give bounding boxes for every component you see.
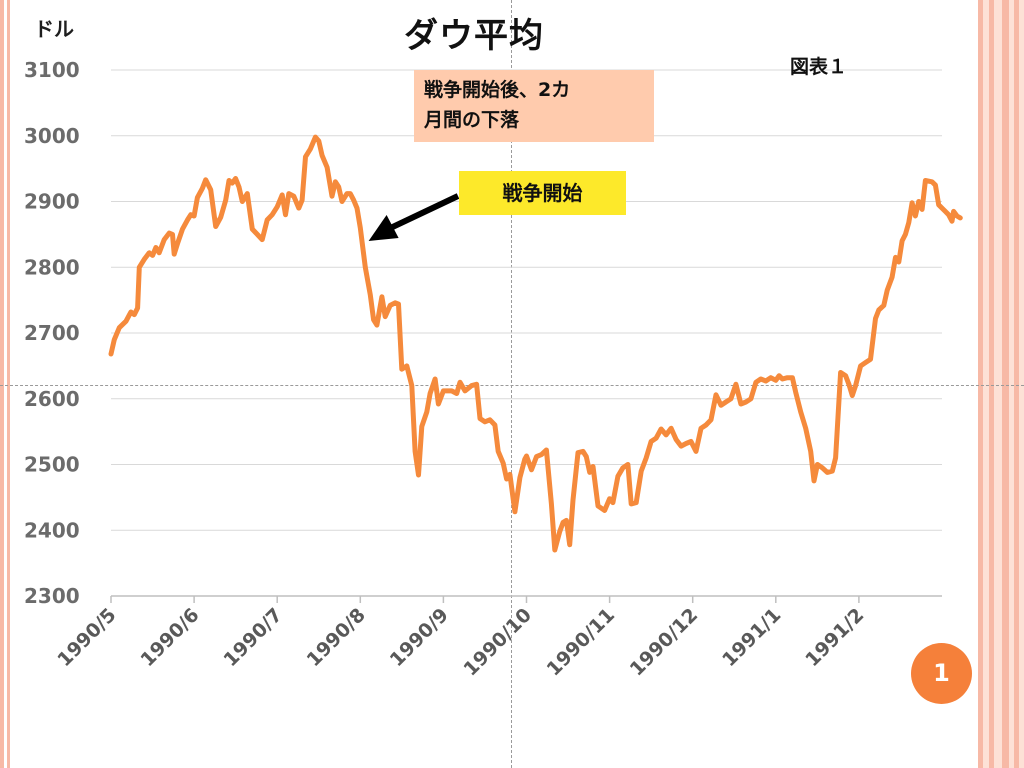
y-tick-label: 2800 xyxy=(24,255,80,279)
right-accent-stripe xyxy=(1014,0,1019,768)
y-tick-label: 3100 xyxy=(24,58,80,82)
x-axis-tick-labels: 1990/5 1990/6 1990/7 1990/8 1990/9 1990/10 199… xyxy=(53,604,868,681)
x-tick-label: 1991/2 xyxy=(801,604,868,671)
chart-annotations xyxy=(368,193,460,241)
y-tick-label: 2500 xyxy=(24,453,80,477)
slide-guide-horizontal xyxy=(0,385,1024,386)
x-tick-label: 1990/5 xyxy=(53,604,120,671)
x-tick-label: 1990/7 xyxy=(220,604,287,671)
war-start-arrow-shaft xyxy=(389,193,460,231)
y-tick-label: 3000 xyxy=(24,124,80,148)
dow-series-line xyxy=(108,134,963,553)
x-tick-label: 1991/1 xyxy=(718,604,785,671)
y-tick-label: 2700 xyxy=(24,321,80,345)
chart-series xyxy=(108,134,963,553)
y-tick-label: 2400 xyxy=(24,518,80,542)
figure-label: 図表１ xyxy=(790,56,848,78)
x-tick-label: 1990/8 xyxy=(303,604,370,671)
y-tick-label: 2300 xyxy=(24,584,80,608)
right-accent-stripe xyxy=(978,0,983,768)
chart-title: ダウ平均 xyxy=(404,16,544,56)
x-tick-label: 1990/12 xyxy=(626,604,703,681)
y-axis-tick-labels: 2300 2400 2500 2600 2700 2800 2900 3000 3100 xyxy=(24,58,80,608)
page-number-badge: 1 xyxy=(911,643,972,704)
decline-note-line-1: 戦争開始後、2カ xyxy=(424,79,571,101)
decline-note-box: 戦争開始後、2カ 月間の下落 xyxy=(414,70,654,142)
right-accent-stripe xyxy=(989,0,994,768)
decline-note-line-2: 月間の下落 xyxy=(424,109,520,131)
y-tick-label: 2600 xyxy=(24,387,80,411)
x-axis xyxy=(110,595,942,603)
left-accent-stripe xyxy=(0,0,4,768)
war-start-arrow-head xyxy=(368,214,399,241)
war-start-label: 戦争開始 xyxy=(459,171,626,215)
slide-guide-vertical xyxy=(511,0,512,768)
left-accent-stripe-inner xyxy=(7,0,10,768)
y-axis-unit-label: ドル xyxy=(34,17,74,41)
y-tick-label: 2900 xyxy=(24,190,80,214)
x-tick-label: 1990/6 xyxy=(136,604,203,671)
x-tick-label: 1990/10 xyxy=(459,604,536,681)
x-tick-label: 1990/11 xyxy=(543,604,620,681)
right-accent-stripe xyxy=(1002,0,1009,768)
x-tick-label: 1990/9 xyxy=(386,604,453,671)
